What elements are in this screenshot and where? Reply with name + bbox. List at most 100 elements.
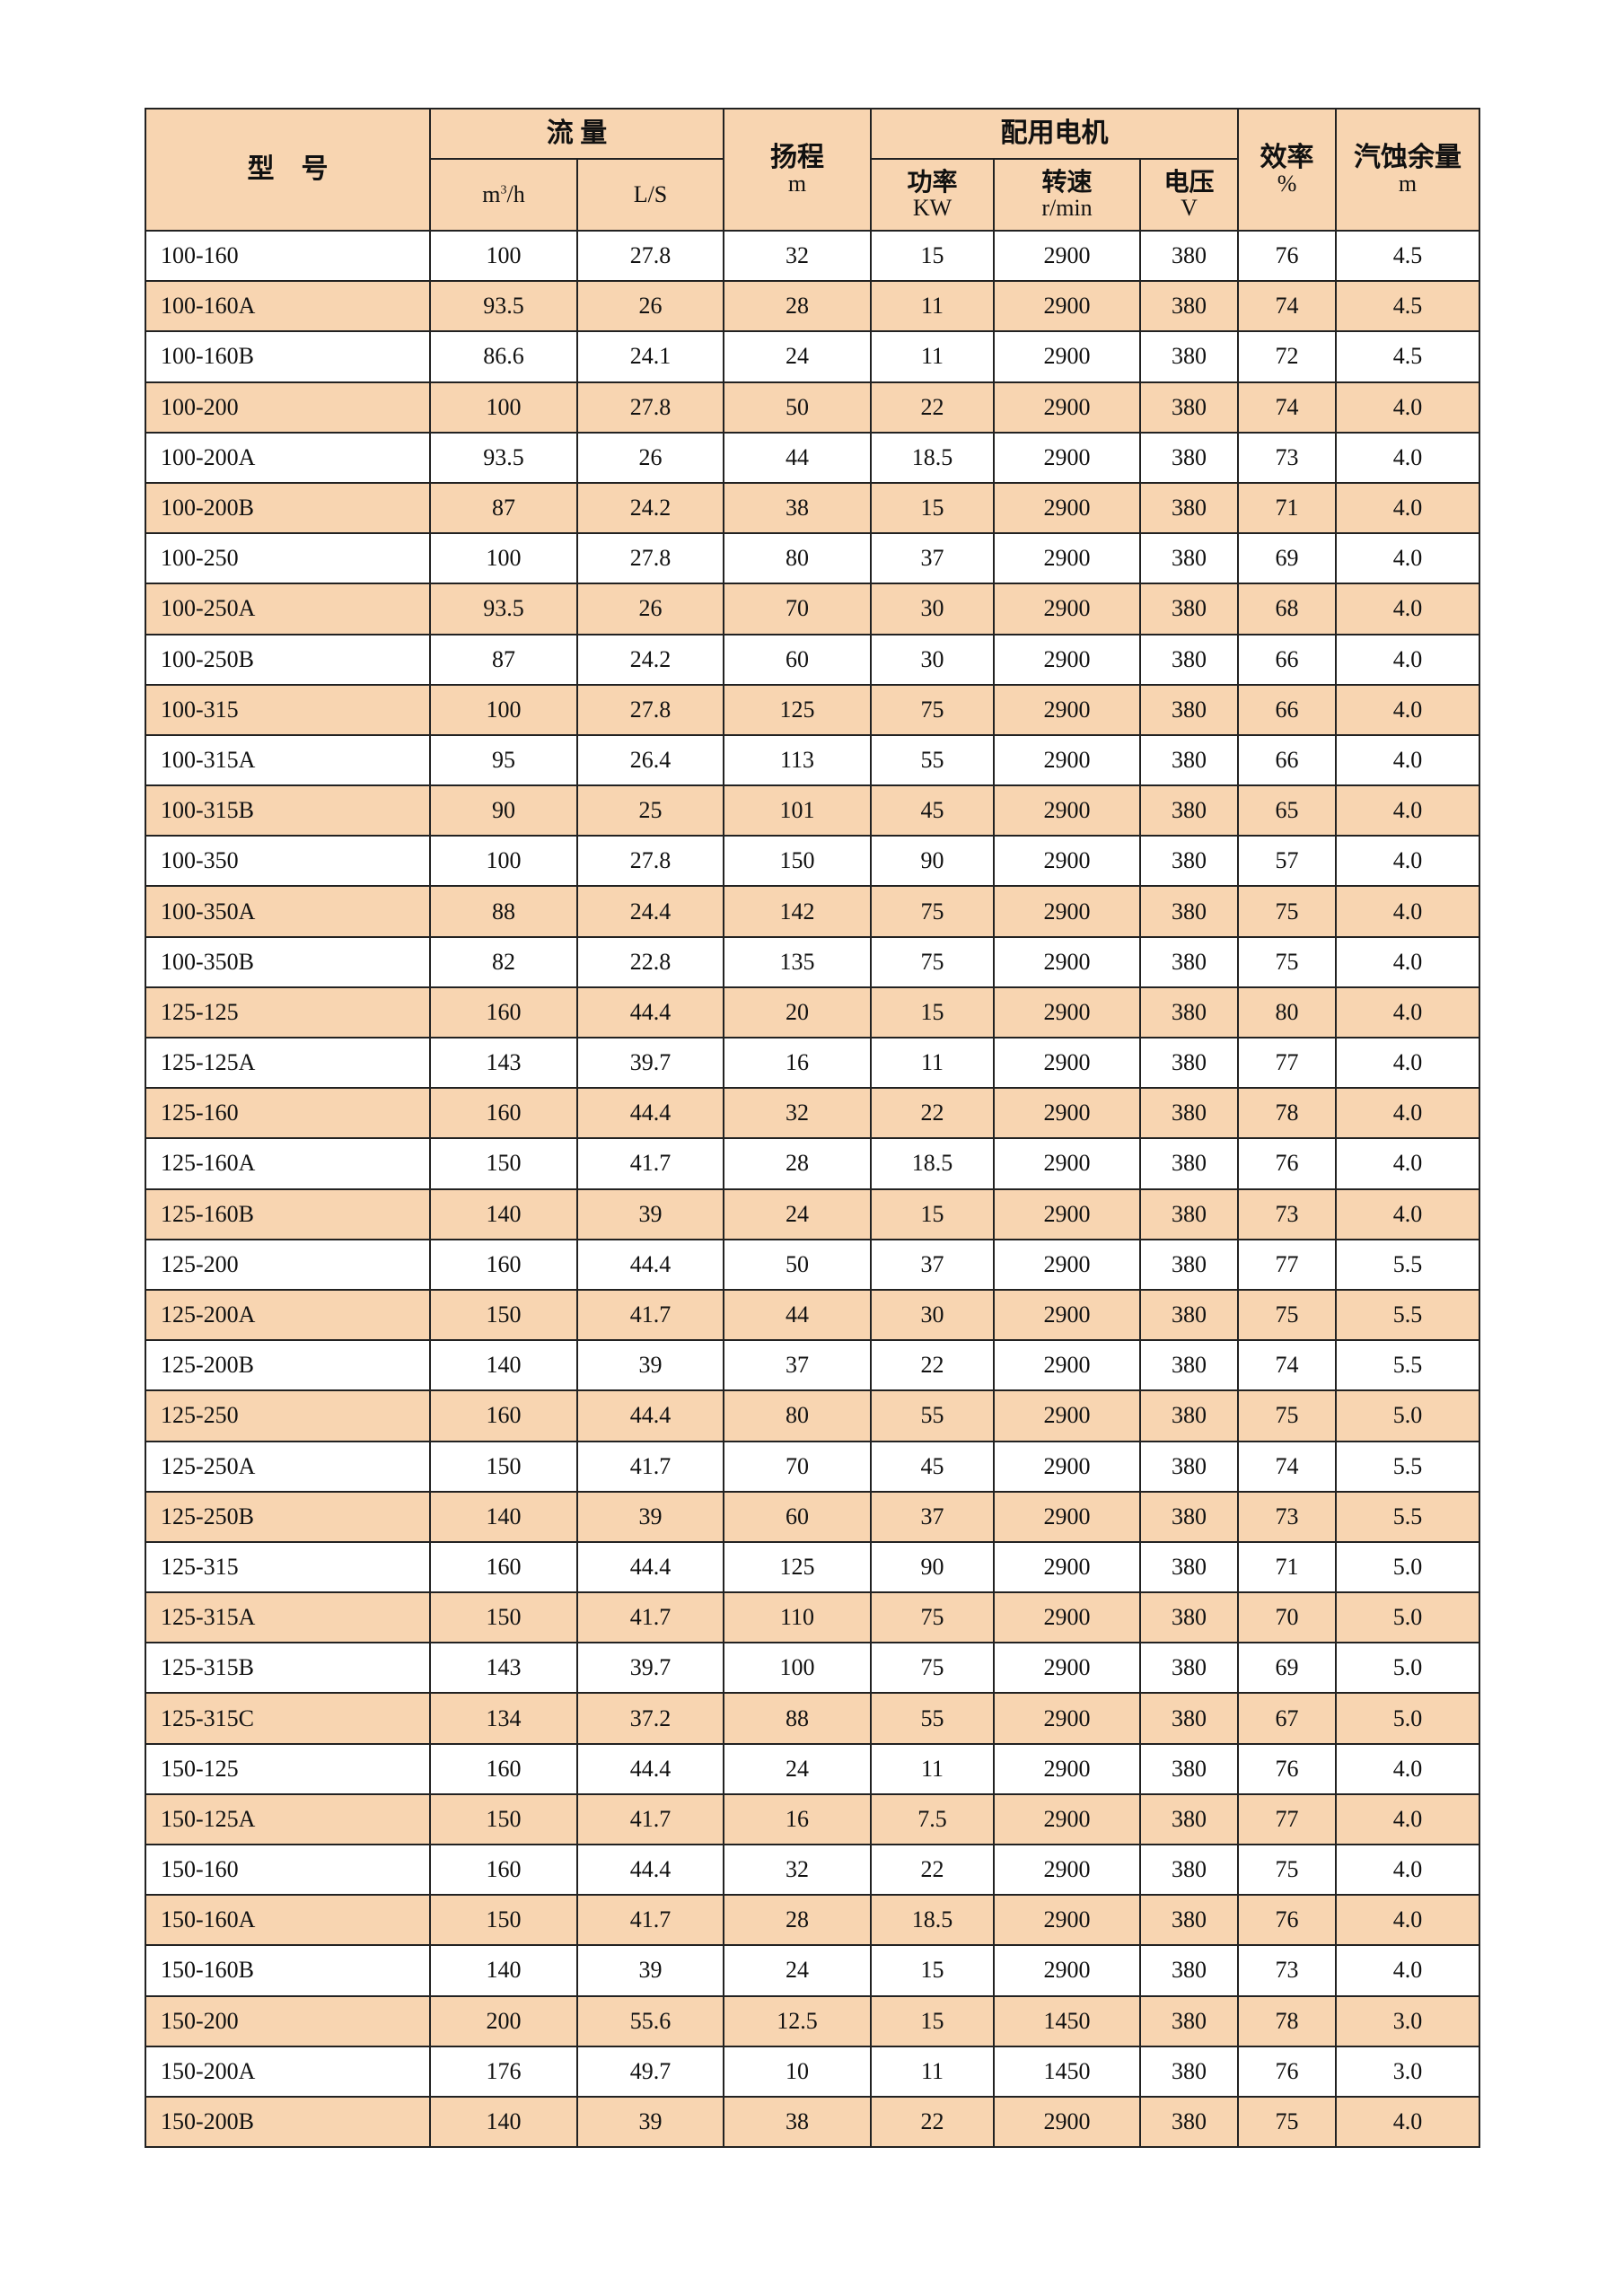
table-row: 100-315B 90 25 101 45 2900 380 65 4.0 [145, 784, 1481, 837]
cell-flow-m3h: 140 [429, 1490, 578, 1543]
cell-head: 70 [723, 1440, 872, 1493]
cell-npsh: 5.0 [1335, 1389, 1481, 1442]
cell-efficiency: 67 [1237, 1692, 1338, 1745]
cell-voltage: 380 [1138, 1490, 1240, 1543]
cell-npsh: 4.0 [1335, 1137, 1481, 1190]
cell-efficiency: 71 [1237, 1540, 1338, 1594]
header-flow-m3h: m3/h [429, 158, 578, 232]
cell-flow-m3h: 93.5 [429, 280, 578, 333]
cell-npsh: 5.0 [1335, 1642, 1481, 1695]
cell-flow-m3h: 87 [429, 481, 578, 535]
cell-efficiency: 72 [1237, 330, 1338, 383]
cell-flow-m3h: 87 [429, 633, 578, 686]
table-row: 100-200A 93.5 26 44 18.5 2900 380 73 4.0 [145, 431, 1481, 484]
cell-npsh: 4.5 [1335, 229, 1481, 283]
cell-efficiency: 77 [1237, 1036, 1338, 1090]
cell-power: 37 [870, 1238, 995, 1291]
cell-npsh: 4.0 [1335, 633, 1481, 686]
table-row: 100-350A 88 24.4 142 75 2900 380 75 4.0 [145, 885, 1481, 938]
cell-speed: 2900 [993, 1843, 1141, 1897]
cell-flow-m3h: 140 [429, 1187, 578, 1240]
cell-voltage: 380 [1138, 835, 1240, 888]
cell-flow-m3h: 150 [429, 1288, 578, 1342]
cell-head: 24 [723, 1742, 872, 1795]
cell-npsh: 5.5 [1335, 1440, 1481, 1493]
table-row: 125-250 160 44.4 80 55 2900 380 75 5.0 [145, 1389, 1481, 1442]
cell-efficiency: 78 [1237, 1087, 1338, 1140]
cell-power: 45 [870, 784, 995, 837]
cell-power: 15 [870, 986, 995, 1039]
table-row: 125-315B 143 39.7 100 75 2900 380 69 5.0 [145, 1642, 1481, 1695]
cell-model: 150-200B [145, 2095, 431, 2149]
cell-model: 100-315 [145, 683, 431, 736]
cell-speed: 2900 [993, 1339, 1141, 1392]
table-row: 150-160 160 44.4 32 22 2900 380 75 4.0 [145, 1843, 1481, 1897]
cell-model: 150-125 [145, 1742, 431, 1795]
cell-voltage: 380 [1138, 583, 1240, 635]
cell-head: 113 [723, 733, 872, 787]
header-speed-label: 转速 [1041, 168, 1093, 197]
cell-flow-ls: 41.7 [576, 1440, 724, 1493]
cell-efficiency: 75 [1237, 1843, 1338, 1897]
cell-speed: 2900 [993, 280, 1141, 333]
cell-npsh: 5.5 [1335, 1490, 1481, 1543]
cell-efficiency: 77 [1237, 1238, 1338, 1291]
cell-flow-m3h: 160 [429, 1540, 578, 1594]
header-flow: 流 量 [429, 108, 724, 160]
cell-model: 100-200B [145, 481, 431, 535]
header-model: 型 号 [145, 108, 431, 232]
cell-speed: 2900 [993, 229, 1141, 283]
cell-flow-ls: 44.4 [576, 1843, 724, 1897]
cell-head: 125 [723, 1540, 872, 1594]
table-row: 150-200A 176 49.7 10 11 1450 380 76 3.0 [145, 2045, 1481, 2098]
cell-model: 100-200A [145, 431, 431, 484]
cell-voltage: 380 [1138, 481, 1240, 535]
cell-voltage: 380 [1138, 330, 1240, 383]
header-npsh-unit: m [1398, 171, 1418, 197]
cell-flow-ls: 26.4 [576, 733, 724, 787]
cell-flow-m3h: 100 [429, 683, 578, 736]
cell-voltage: 380 [1138, 1843, 1240, 1897]
cell-power: 18.5 [870, 431, 995, 484]
cell-power: 75 [870, 1642, 995, 1695]
cell-flow-m3h: 150 [429, 1591, 578, 1644]
cell-flow-m3h: 90 [429, 784, 578, 837]
cell-flow-ls: 39 [576, 1187, 724, 1240]
cell-model: 150-200A [145, 2045, 431, 2098]
cell-head: 100 [723, 1642, 872, 1695]
cell-efficiency: 75 [1237, 1389, 1338, 1442]
cell-flow-ls: 39.7 [576, 1642, 724, 1695]
table-row: 100-160A 93.5 26 28 11 2900 380 74 4.5 [145, 280, 1481, 333]
cell-head: 80 [723, 1389, 872, 1442]
cell-voltage: 380 [1138, 1187, 1240, 1240]
cell-speed: 2900 [993, 1591, 1141, 1644]
cell-npsh: 4.0 [1335, 381, 1481, 434]
cell-head: 60 [723, 633, 872, 686]
cell-flow-ls: 37.2 [576, 1692, 724, 1745]
cell-head: 37 [723, 1339, 872, 1392]
cell-flow-ls: 27.8 [576, 532, 724, 585]
cell-head: 16 [723, 1036, 872, 1090]
table-row: 125-315A 150 41.7 110 75 2900 380 70 5.0 [145, 1591, 1481, 1644]
table-row: 125-160B 140 39 24 15 2900 380 73 4.0 [145, 1187, 1481, 1240]
cell-efficiency: 68 [1237, 583, 1338, 635]
cell-efficiency: 75 [1237, 935, 1338, 988]
table-row: 125-125A 143 39.7 16 11 2900 380 77 4.0 [145, 1036, 1481, 1090]
header-power-unit: KW [912, 195, 952, 222]
cell-flow-ls: 26 [576, 431, 724, 484]
cell-flow-ls: 44.4 [576, 1238, 724, 1291]
cell-flow-ls: 41.7 [576, 1894, 724, 1947]
cell-speed: 2900 [993, 1490, 1141, 1543]
cell-power: 22 [870, 1843, 995, 1897]
cell-speed: 2900 [993, 2095, 1141, 2149]
cell-model: 100-160B [145, 330, 431, 383]
cell-flow-m3h: 143 [429, 1036, 578, 1090]
cell-model: 125-250 [145, 1389, 431, 1442]
cell-flow-m3h: 140 [429, 2095, 578, 2149]
cell-voltage: 380 [1138, 1642, 1240, 1695]
cell-flow-m3h: 95 [429, 733, 578, 787]
cell-npsh: 4.0 [1335, 885, 1481, 938]
cell-efficiency: 73 [1237, 1944, 1338, 1997]
cell-head: 32 [723, 229, 872, 283]
cell-speed: 2900 [993, 1894, 1141, 1947]
